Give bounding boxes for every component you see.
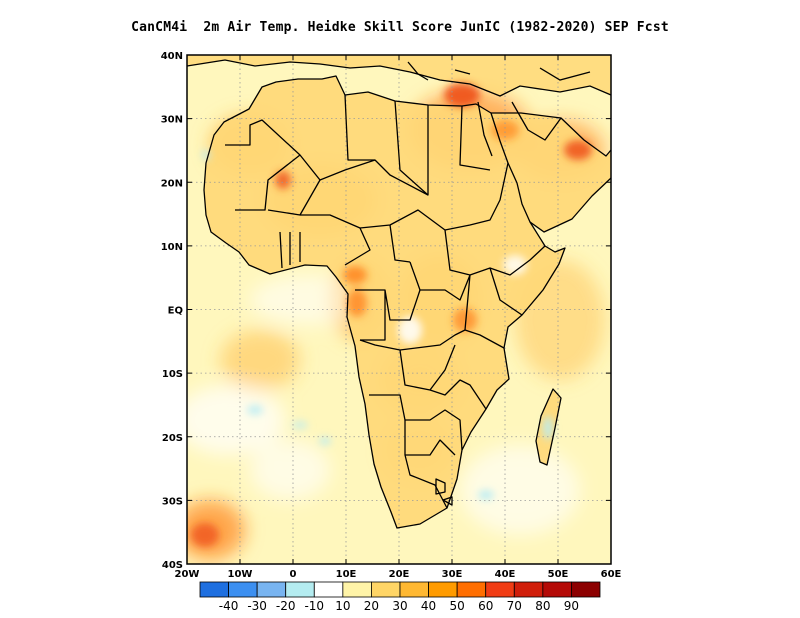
colorbar-label: -20: [276, 599, 296, 613]
axis-ticks: [186, 54, 612, 565]
colorbar-swatch: [428, 581, 458, 598]
colorbar-labels: -40 -30 -20 -10 10 20 30 40 50 60 70 80 90: [219, 599, 579, 613]
colorbar-swatch: [571, 581, 601, 598]
lon-tick-label: 10W: [228, 569, 253, 580]
lat-tick-label: 30N: [161, 115, 183, 126]
lat-tick-label: 20S: [162, 433, 183, 444]
lon-tick-label: 40E: [495, 569, 516, 580]
lon-tick-label: 60E: [601, 569, 622, 580]
lat-tick-label: EQ: [168, 306, 183, 317]
lat-tick-label: 10N: [161, 242, 183, 253]
colorbar-swatch: [513, 581, 544, 598]
lon-tick-label: 20W: [175, 569, 200, 580]
colorbar-swatch: [371, 581, 401, 598]
longitude-labels: 20W 10W 0 10E 20E 30E 40E 50E 60E: [175, 569, 622, 580]
latitude-labels: 40N 30N 20N 10N EQ 10S 20S 30S 40S: [161, 51, 183, 571]
colorbar-label: -30: [247, 599, 267, 613]
country-borders: [203, 75, 612, 529]
colorbar-label: 90: [564, 599, 579, 613]
colorbar-swatch: [485, 581, 515, 598]
colorbar-label: 60: [478, 599, 493, 613]
colorbar-swatch: [542, 581, 572, 598]
colorbar-label: 70: [507, 599, 522, 613]
colorbar-label: 80: [535, 599, 550, 613]
lon-tick-label: 0: [290, 569, 297, 580]
colorbar-label: 30: [392, 599, 407, 613]
lon-tick-label: 10E: [336, 569, 357, 580]
colorbar-swatch: [456, 581, 487, 598]
colorbar-label: 20: [364, 599, 379, 613]
lon-tick-label: 30E: [442, 569, 463, 580]
colorbar-label: -40: [219, 599, 239, 613]
colorbar-swatch: [342, 581, 372, 598]
chart-title: CanCM4i 2m Air Temp. Heidke Skill Score …: [131, 20, 669, 35]
colorbar-swatch: [256, 581, 287, 598]
colorbar-label: 40: [421, 599, 436, 613]
lat-tick-label: 40S: [162, 560, 183, 571]
lon-tick-label: 50E: [548, 569, 569, 580]
colorbar-label: 10: [335, 599, 350, 613]
lon-tick-label: 20E: [389, 569, 410, 580]
lat-tick-label: 40N: [161, 51, 183, 62]
lat-tick-label: 10S: [162, 369, 183, 380]
colorbar-swatch: [228, 581, 258, 598]
colorbar-swatch: [199, 581, 229, 598]
lat-tick-label: 30S: [162, 496, 183, 507]
lat-tick-label: 20N: [161, 178, 183, 189]
colorbar-label: -10: [304, 599, 324, 613]
colorbar: [199, 581, 601, 598]
colorbar-label: 50: [450, 599, 465, 613]
colorbar-swatch: [285, 581, 315, 598]
colorbar-swatch: [399, 581, 429, 598]
colorbar-swatch: [313, 581, 344, 598]
graticule: [187, 55, 611, 564]
